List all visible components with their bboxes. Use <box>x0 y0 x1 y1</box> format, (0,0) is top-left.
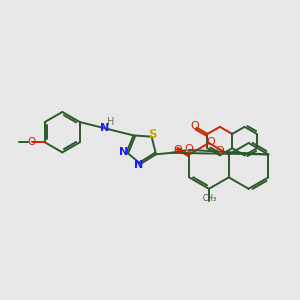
Text: O: O <box>190 121 199 131</box>
Text: O: O <box>206 137 215 147</box>
Text: N: N <box>119 147 128 157</box>
Text: N: N <box>100 123 109 133</box>
Text: O: O <box>216 146 224 156</box>
Text: CH₃: CH₃ <box>202 194 217 203</box>
Text: O: O <box>173 145 182 155</box>
Text: H: H <box>107 117 115 127</box>
Text: O: O <box>27 137 35 147</box>
Text: O: O <box>184 144 193 154</box>
Text: N: N <box>134 160 143 170</box>
Text: S: S <box>148 128 157 141</box>
